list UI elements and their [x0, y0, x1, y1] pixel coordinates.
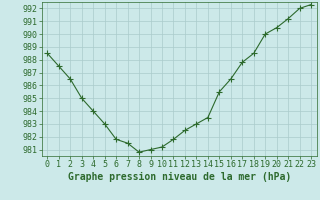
X-axis label: Graphe pression niveau de la mer (hPa): Graphe pression niveau de la mer (hPa) — [68, 172, 291, 182]
